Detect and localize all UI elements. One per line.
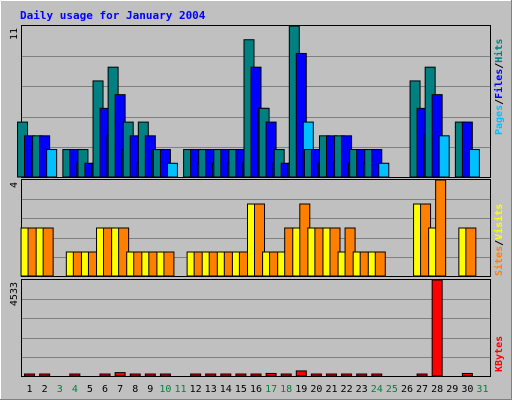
day-label: 18 [280,384,292,395]
legend-separator: / [494,99,505,105]
bar-sites [374,251,386,277]
day-label: 11 [174,384,186,395]
day-label: 10 [159,384,171,395]
day-label: 21 [325,384,337,395]
day-label: 14 [220,384,232,395]
legend-kbytes: KBytes [494,336,505,372]
day-label: 9 [147,384,153,395]
day-label: 4 [72,384,78,395]
day-label: 12 [190,384,202,395]
bar-pages [166,162,178,178]
day-label: 24 [371,384,383,395]
day-label: 3 [57,384,63,395]
bar-files [295,52,307,178]
bar-kbytes [69,373,81,377]
bar-kbytes [99,373,111,377]
bar-kbytes [265,372,277,377]
bar-kbytes [250,373,262,377]
legend-files: Files [493,69,505,99]
bars [17,25,480,377]
bar-kbytes [280,373,292,377]
bar-kbytes [325,373,337,377]
day-label: 19 [295,384,307,395]
bar-pages [438,135,450,178]
panel-kbytes [21,279,491,377]
bar-sites [163,251,175,277]
day-label: 8 [132,384,138,395]
bar-kbytes [129,373,141,377]
day-label: 27 [416,384,428,395]
bar-kbytes [220,373,232,377]
bar-kbytes [416,373,428,377]
bar-kbytes [461,372,473,377]
bar-kbytes [24,373,36,377]
day-label: 30 [461,384,473,395]
bar-pages [468,149,480,178]
day-label: 1 [27,384,33,395]
day-label: 7 [117,384,123,395]
y-max-label: 4 [9,182,20,188]
day-label: 26 [401,384,413,395]
bar-kbytes [356,373,368,377]
legend-separator: / [494,63,505,69]
day-label: 28 [431,384,443,395]
bar-kbytes [310,373,322,377]
bar-kbytes [431,279,443,377]
legend-sites: Sites [493,246,505,276]
bar-kbytes [295,370,307,377]
bar-kbytes [144,373,156,377]
legend-visits-sites: Sites/Visits [493,204,505,276]
legend-hits: Hits [493,39,505,63]
day-label: 15 [235,384,247,395]
bar-kbytes [114,372,126,377]
bar-pages [46,149,58,178]
day-label: 20 [310,384,322,395]
day-label: 6 [102,384,108,395]
legend-visits: Visits [493,204,505,240]
bar-sites [254,203,265,277]
bar-kbytes [235,373,247,377]
day-label: 31 [476,384,488,395]
legend-separator: / [494,240,505,246]
bar-kbytes [371,373,383,377]
chart-title: Daily usage for January 2004 [20,9,206,22]
day-label: 13 [205,384,217,395]
bar-sites [42,227,54,277]
bar-pages [378,162,390,178]
day-label: 22 [341,384,353,395]
bar-kbytes [190,373,202,377]
day-label: 29 [446,384,458,395]
legend-pages: Pages [494,105,505,135]
bar-kbytes [159,373,171,377]
bar-kbytes [39,373,51,377]
day-label: 25 [386,384,398,395]
x-axis-labels: 1 2 3 4 5 6 7 8 9 10 11 12 13 14 15 16 17 18 19 20 21 22 23 24 2… [27,384,489,395]
legend-kbytes: KBytes [494,336,505,372]
day-label: 16 [250,384,262,395]
day-label: 5 [87,384,93,395]
day-label: 17 [265,384,277,395]
bar-kbytes [341,373,353,377]
legend-hits-files-pages: Pages/Files/Hits [493,39,505,135]
day-label: 23 [356,384,368,395]
bar-kbytes [205,373,217,377]
bar-sites [435,179,447,277]
y-axis-labels: 11 4 4533 [9,28,20,306]
y-max-label: 4533 [9,282,20,306]
bar-sites [465,227,477,277]
y-max-label: 11 [9,28,20,40]
day-label: 2 [42,384,48,395]
